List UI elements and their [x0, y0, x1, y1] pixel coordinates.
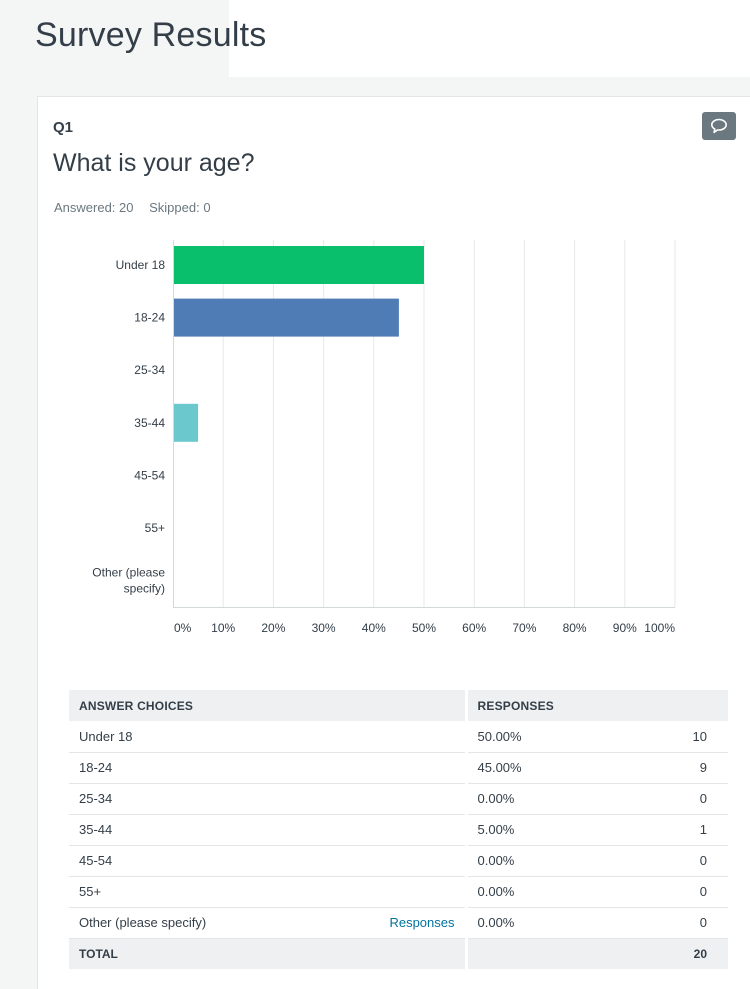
x-tick-label: 50%	[412, 621, 436, 635]
total-count: 20	[616, 938, 728, 969]
percent-cell: 0.00%	[464, 876, 616, 908]
choice-cell: 45-54	[69, 845, 269, 877]
skipped-count: Skipped: 0	[149, 200, 211, 215]
table-row: 45-54 0.00% 0	[69, 845, 728, 877]
percent-cell: 0.00%	[464, 845, 616, 877]
total-percent-cell	[464, 938, 616, 969]
x-tick-label: 30%	[312, 621, 336, 635]
category-label: Other (please specify)	[92, 566, 165, 596]
count-cell: 9	[616, 752, 728, 784]
responses-link	[269, 783, 466, 815]
responses-link	[269, 814, 466, 846]
results-table: ANSWER CHOICES RESPONSES Under 18 50.00%…	[69, 690, 728, 969]
responses-link[interactable]: Responses	[269, 907, 466, 939]
percent-cell: 0.00%	[464, 907, 616, 939]
question-text: What is your age?	[53, 149, 255, 177]
table-row: Other (please specify) Responses 0.00% 0	[69, 907, 728, 939]
bar-3[interactable]	[174, 403, 199, 442]
percent-cell: 0.00%	[464, 783, 616, 815]
category-label: 55+	[145, 521, 165, 535]
choice-cell: 18-24	[69, 752, 269, 784]
page-title: Survey Results	[35, 16, 267, 54]
count-cell: 0	[616, 907, 728, 939]
percent-cell: 45.00%	[464, 752, 616, 784]
count-cell: 10	[616, 721, 728, 753]
category-label: 45-54	[134, 468, 165, 482]
count-cell: 0	[616, 876, 728, 908]
bar-1[interactable]	[174, 298, 399, 337]
category-label: 25-34	[134, 363, 165, 377]
response-stats: Answered: 20 Skipped: 0	[54, 200, 223, 215]
x-tick-label: 0%	[174, 621, 192, 635]
x-tick-label: 60%	[462, 621, 486, 635]
x-tick-label: 10%	[211, 621, 235, 635]
question-number: Q1	[53, 119, 74, 136]
x-tick-label: 40%	[362, 621, 386, 635]
category-label: 35-44	[134, 416, 165, 430]
choice-cell: 25-34	[69, 783, 269, 815]
speech-bubble-icon	[711, 118, 727, 134]
total-label: TOTAL	[69, 938, 466, 969]
table-row: Under 18 50.00% 10	[69, 721, 728, 753]
choice-cell: Other (please specify)	[69, 907, 269, 939]
bar-0[interactable]	[174, 246, 424, 284]
table-row: 18-24 45.00% 9	[69, 752, 728, 784]
choice-cell: 35-44	[69, 814, 269, 846]
responses-link	[269, 721, 466, 753]
count-cell: 0	[616, 845, 728, 877]
table-row: 55+ 0.00% 0	[69, 876, 728, 908]
header-answer-choices: ANSWER CHOICES	[69, 690, 466, 721]
category-label: Under 18	[116, 258, 166, 272]
x-tick-label: 90%	[613, 621, 637, 635]
count-cell: 0	[616, 783, 728, 815]
x-tick-label: 70%	[512, 621, 536, 635]
percent-cell: 50.00%	[464, 721, 616, 753]
table-row: 25-34 0.00% 0	[69, 783, 728, 815]
category-label: 18-24	[134, 311, 165, 325]
header-responses: RESPONSES	[464, 690, 728, 721]
responses-link	[269, 845, 466, 877]
percent-cell: 5.00%	[464, 814, 616, 846]
question-card: Q1 What is your age? Answered: 20 Skippe…	[37, 96, 750, 989]
x-tick-label: 100%	[644, 621, 675, 635]
comment-button[interactable]	[702, 112, 736, 140]
table-total-row: TOTAL 20	[69, 938, 728, 969]
header-background	[229, 0, 750, 77]
x-tick-label: 80%	[563, 621, 587, 635]
responses-link	[269, 876, 466, 908]
table-header-row: ANSWER CHOICES RESPONSES	[69, 690, 728, 721]
choice-cell: 55+	[69, 876, 269, 908]
responses-link	[269, 752, 466, 784]
count-cell: 1	[616, 814, 728, 846]
choice-cell: Under 18	[69, 721, 269, 753]
answered-count: Answered: 20	[54, 200, 134, 215]
table-row: 35-44 5.00% 1	[69, 814, 728, 846]
bar-chart: Under 18 18-24 25-34 35-44 45-54 55+ Other (pl…	[92, 240, 676, 635]
x-tick-label: 20%	[261, 621, 285, 635]
